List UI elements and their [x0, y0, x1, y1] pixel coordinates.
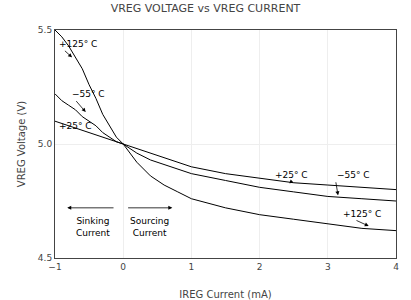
svg-text:−55° C: −55° C	[72, 89, 105, 99]
svg-text:0: 0	[120, 262, 126, 272]
svg-text:5.5: 5.5	[38, 25, 52, 35]
svg-text:SinkingCurrent: SinkingCurrent	[76, 216, 110, 238]
svg-text:5.0: 5.0	[38, 139, 53, 149]
svg-text:SourcingCurrent: SourcingCurrent	[130, 216, 169, 238]
svg-text:2: 2	[257, 262, 263, 272]
svg-text:+25° C: +25° C	[59, 121, 92, 131]
svg-text:VREG Voltage (V): VREG Voltage (V)	[16, 101, 27, 187]
svg-text:4.5: 4.5	[38, 253, 52, 263]
svg-text:−1: −1	[48, 262, 61, 272]
svg-text:VREG VOLTAGE vs VREG CURRENT: VREG VOLTAGE vs VREG CURRENT	[111, 2, 301, 15]
svg-text:+125° C: +125° C	[343, 209, 381, 219]
svg-text:1: 1	[189, 262, 195, 272]
svg-text:3: 3	[325, 262, 331, 272]
svg-text:IREG Current (mA): IREG Current (mA)	[179, 289, 271, 300]
svg-text:−55° C: −55° C	[337, 170, 370, 180]
svg-text:4: 4	[393, 262, 399, 272]
svg-text:+25° C: +25° C	[275, 170, 308, 180]
svg-text:+125° C: +125° C	[59, 39, 97, 49]
